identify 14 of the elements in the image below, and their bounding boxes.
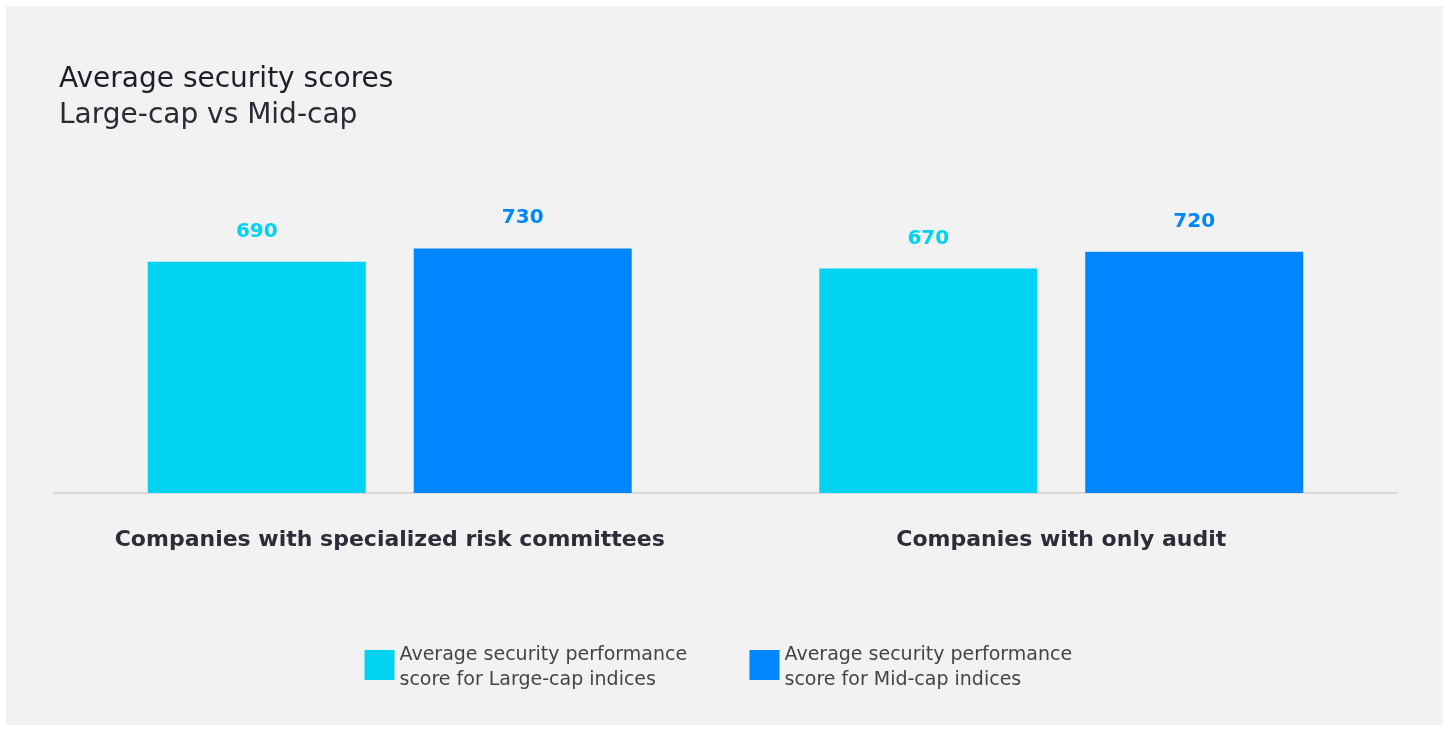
data-label: 690 xyxy=(235,217,278,242)
chart-subtitle: Large-cap vs Mid-cap xyxy=(59,96,358,130)
bar xyxy=(147,261,366,493)
legend-label: Average security performance score for Large-cap indices xyxy=(399,641,694,689)
legend-label: Average security performance score for Mid-cap indices xyxy=(784,641,1079,689)
bar xyxy=(1085,251,1304,493)
data-label: 670 xyxy=(907,224,950,249)
x-tick-label: Companies with specialized risk committees xyxy=(114,525,665,551)
data-label: 730 xyxy=(501,204,544,229)
data-label: 720 xyxy=(1173,207,1216,232)
bar xyxy=(819,268,1038,493)
x-tick-label: Companies with only audit xyxy=(896,525,1227,551)
chart-title: Average security scores xyxy=(59,60,394,94)
bar xyxy=(413,248,632,493)
